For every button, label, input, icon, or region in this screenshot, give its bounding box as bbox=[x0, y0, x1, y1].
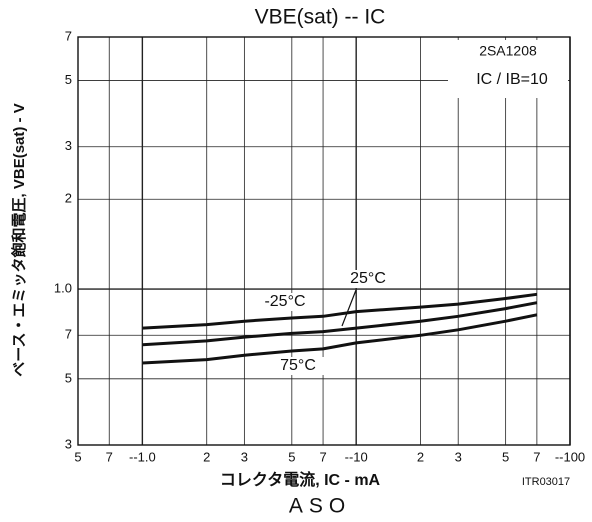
x-tick-label: --100 bbox=[555, 449, 585, 464]
series-line bbox=[142, 313, 538, 365]
device-label: 2SA1208 bbox=[479, 43, 537, 59]
x-tick-label: 2 bbox=[417, 449, 424, 464]
section-label: ASO bbox=[289, 495, 351, 518]
series-label: 75°C bbox=[280, 357, 316, 374]
x-tick-label: 3 bbox=[241, 449, 248, 464]
x-tick-label: 7 bbox=[533, 449, 540, 464]
figure-code: ITR03017 bbox=[522, 476, 570, 488]
y-tick-label: 2 bbox=[65, 191, 72, 206]
series-label-bg bbox=[259, 293, 311, 311]
y-tick-label: 3 bbox=[65, 436, 72, 451]
x-tick-label: 5 bbox=[502, 449, 509, 464]
y-tick-label: 1.0 bbox=[54, 280, 72, 295]
x-tick-label: --10 bbox=[345, 449, 368, 464]
y-axis-label: ベース・エミッタ飽和電圧, VBE(sat) - V bbox=[10, 103, 28, 376]
y-tick-label: 5 bbox=[65, 72, 72, 87]
x-tick-label: 5 bbox=[288, 449, 295, 464]
x-tick-label: 7 bbox=[106, 449, 113, 464]
series-label-bg bbox=[272, 357, 324, 375]
series-label-bg bbox=[342, 270, 394, 288]
series-label: 25°C bbox=[350, 270, 386, 287]
x-tick-label: 5 bbox=[74, 449, 81, 464]
y-tick-label: 3 bbox=[65, 138, 72, 153]
x-tick-label: --1.0 bbox=[129, 449, 156, 464]
chart-title: VBE(sat) -- IC bbox=[255, 6, 386, 29]
series-line bbox=[142, 292, 538, 330]
condition-label: IC / IB=10 bbox=[476, 71, 548, 88]
x-tick-label: 7 bbox=[319, 449, 326, 464]
x-tick-label: 3 bbox=[455, 449, 462, 464]
y-tick-label: 5 bbox=[65, 370, 72, 385]
y-tick-label: 7 bbox=[65, 28, 72, 43]
label-arrow bbox=[341, 289, 357, 327]
x-tick-label: 2 bbox=[203, 449, 210, 464]
series-line bbox=[142, 301, 538, 347]
series-label: -25°C bbox=[264, 293, 305, 310]
x-axis-label: コレクタ電流, IC - mA bbox=[220, 470, 381, 489]
plot-frame bbox=[77, 36, 571, 446]
annotation-box bbox=[448, 40, 568, 98]
y-tick-label: 7 bbox=[65, 327, 72, 342]
